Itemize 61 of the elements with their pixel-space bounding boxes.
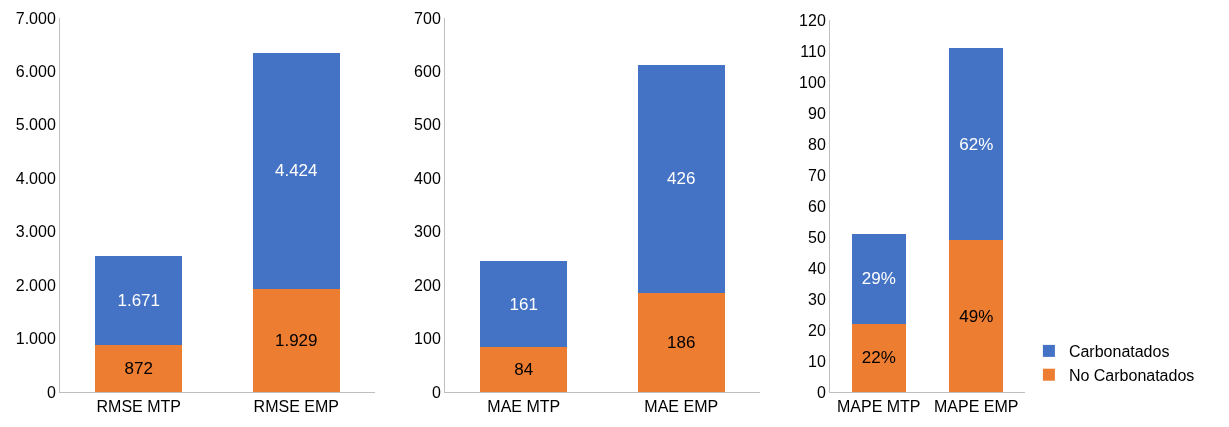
y-tick-label: 5.000: [15, 116, 56, 134]
data-label: 4.424: [274, 161, 318, 181]
data-label: 426: [667, 169, 696, 189]
y-tick-label: 6.000: [15, 63, 56, 81]
y-tick-label: 2.000: [15, 276, 56, 294]
y-tick-label: 4.000: [15, 169, 56, 187]
y-tick-label: 80: [808, 135, 826, 153]
data-label: 1.671: [117, 291, 161, 311]
y-tick-label: 100: [414, 330, 441, 348]
bar: [252, 52, 340, 289]
bar: [851, 233, 906, 324]
y-tick-label: 30: [808, 290, 826, 308]
bar: [480, 347, 568, 392]
y-tick-label: 100: [799, 73, 826, 91]
y-tick-label: 10: [808, 352, 826, 370]
x-tick-label: MAPE MTP: [836, 398, 921, 416]
x-tick-label: MAE MTP: [487, 398, 561, 416]
y-tick-label: 1.000: [15, 330, 56, 348]
data-label: 186: [667, 332, 696, 352]
y-tick-label: 7.000: [15, 9, 56, 27]
x-tick-label: RMSE EMP: [253, 398, 339, 416]
y-tick-label: 70: [808, 166, 826, 184]
data-label: 161: [509, 294, 538, 314]
y-tick-label: 200: [414, 276, 441, 294]
legend-label: Carbonatados: [1068, 343, 1170, 361]
data-label: 872: [124, 359, 153, 379]
y-tick-label: 300: [414, 223, 441, 241]
data-label: 22%: [861, 348, 896, 368]
bar: [480, 261, 568, 348]
y-tick-label: 90: [808, 104, 826, 122]
y-tick-label: 120: [799, 11, 826, 29]
bar: [637, 65, 725, 293]
data-label: 29%: [861, 269, 896, 289]
y-tick-label: 110: [800, 42, 826, 60]
y-tick-label: 0: [431, 383, 441, 401]
bar: [252, 288, 340, 392]
legend-label: No Carbonatados: [1068, 366, 1195, 384]
bar: [95, 256, 183, 346]
x-tick-label: RMSE MTP: [96, 398, 181, 416]
y-tick-label: 700: [414, 9, 441, 27]
x-tick-label: MAPE EMP: [934, 398, 1019, 416]
data-label: 62%: [959, 134, 994, 154]
y-tick-label: 20: [808, 321, 826, 339]
y-tick-label: 500: [414, 116, 441, 134]
y-tick-label: 3.000: [15, 223, 56, 241]
bar: [95, 345, 183, 392]
bar: [851, 323, 906, 392]
y-tick-label: 400: [414, 169, 441, 187]
data-label: 84: [514, 360, 534, 380]
bar: [637, 292, 725, 392]
y-tick-label: 600: [414, 63, 441, 81]
y-tick-label: 40: [808, 259, 826, 277]
bar: [949, 47, 1004, 241]
data-label: 1.929: [274, 330, 318, 350]
y-tick-label: 50: [808, 228, 826, 246]
y-tick-label: 60: [808, 197, 826, 215]
x-tick-label: MAE EMP: [644, 398, 719, 416]
y-tick-label: 0: [46, 383, 56, 401]
data-label: 49%: [959, 306, 994, 326]
y-tick-label: 0: [816, 383, 826, 401]
bar: [949, 240, 1004, 392]
